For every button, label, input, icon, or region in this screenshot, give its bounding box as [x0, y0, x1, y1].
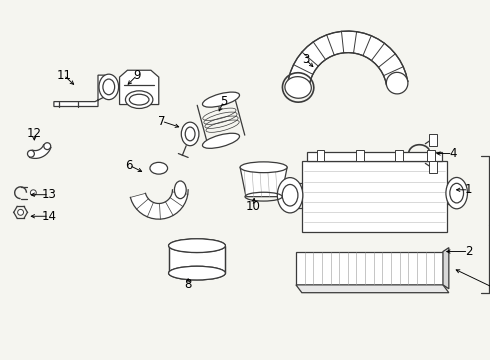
- Ellipse shape: [125, 91, 153, 108]
- Polygon shape: [169, 246, 225, 273]
- Ellipse shape: [285, 77, 311, 98]
- Ellipse shape: [169, 239, 225, 252]
- Ellipse shape: [202, 133, 240, 148]
- Ellipse shape: [30, 190, 36, 196]
- Polygon shape: [307, 152, 442, 161]
- Text: 1: 1: [465, 183, 472, 196]
- PathPatch shape: [130, 190, 188, 219]
- Text: 3: 3: [302, 53, 310, 66]
- Polygon shape: [317, 150, 324, 161]
- Text: 11: 11: [56, 69, 71, 82]
- Ellipse shape: [169, 266, 225, 280]
- Polygon shape: [302, 161, 447, 232]
- Ellipse shape: [282, 184, 298, 206]
- Text: 7: 7: [158, 115, 166, 128]
- Polygon shape: [54, 75, 105, 107]
- Polygon shape: [356, 150, 364, 161]
- Text: 14: 14: [42, 210, 56, 223]
- Ellipse shape: [450, 183, 464, 203]
- Ellipse shape: [169, 239, 225, 252]
- PathPatch shape: [287, 31, 408, 89]
- Ellipse shape: [150, 162, 168, 174]
- Text: 10: 10: [245, 200, 260, 213]
- Ellipse shape: [44, 143, 50, 149]
- Polygon shape: [395, 150, 403, 161]
- Text: 2: 2: [465, 245, 472, 258]
- Ellipse shape: [129, 94, 149, 105]
- Text: 8: 8: [184, 278, 192, 291]
- Ellipse shape: [27, 150, 34, 157]
- Ellipse shape: [240, 162, 287, 173]
- Bar: [429, 134, 437, 146]
- Polygon shape: [443, 248, 449, 289]
- PathPatch shape: [29, 145, 51, 158]
- Bar: [429, 161, 437, 173]
- Ellipse shape: [386, 72, 408, 94]
- Text: 13: 13: [42, 188, 56, 201]
- Ellipse shape: [185, 127, 195, 141]
- Text: 5: 5: [220, 95, 227, 108]
- Ellipse shape: [174, 181, 186, 199]
- Polygon shape: [240, 167, 287, 197]
- Ellipse shape: [202, 92, 240, 107]
- Ellipse shape: [18, 210, 24, 215]
- Ellipse shape: [181, 122, 199, 146]
- Ellipse shape: [103, 79, 115, 95]
- Ellipse shape: [169, 266, 225, 280]
- Text: 12: 12: [27, 127, 42, 140]
- Text: 6: 6: [125, 159, 133, 172]
- Polygon shape: [120, 70, 159, 104]
- Ellipse shape: [277, 177, 303, 213]
- Polygon shape: [427, 150, 435, 161]
- Text: 4: 4: [449, 147, 457, 160]
- Ellipse shape: [446, 177, 467, 209]
- Ellipse shape: [99, 74, 119, 100]
- Polygon shape: [296, 252, 443, 285]
- Polygon shape: [296, 285, 449, 293]
- Text: 9: 9: [133, 69, 141, 82]
